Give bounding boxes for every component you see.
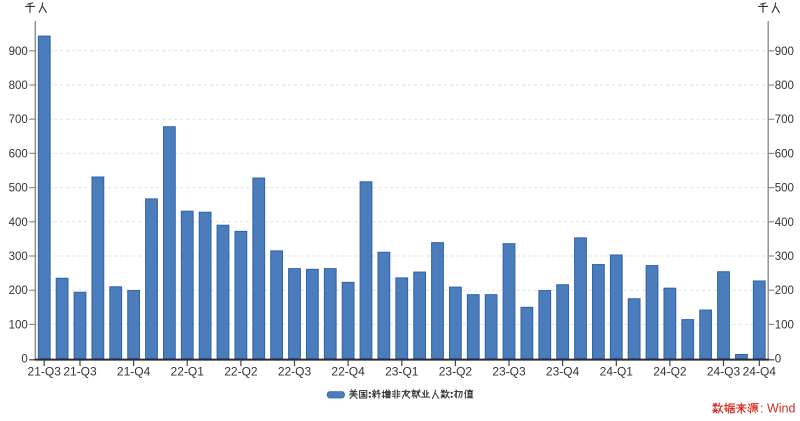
- svg-text:900: 900: [9, 46, 28, 58]
- svg-text:500: 500: [775, 183, 794, 195]
- svg-text:0: 0: [775, 354, 781, 366]
- svg-text:300: 300: [775, 251, 794, 263]
- svg-text:900: 900: [775, 46, 794, 58]
- svg-text:500: 500: [9, 183, 28, 195]
- svg-text:22-Q3: 22-Q3: [278, 365, 312, 379]
- svg-text:400: 400: [775, 217, 794, 229]
- svg-text:24-Q3: 24-Q3: [707, 365, 741, 379]
- svg-text:200: 200: [9, 285, 28, 297]
- svg-text:23-Q3: 23-Q3: [492, 365, 526, 379]
- svg-text:21-Q3: 21-Q3: [63, 365, 97, 379]
- svg-text:23-Q4: 23-Q4: [546, 365, 580, 379]
- svg-text:600: 600: [775, 148, 794, 160]
- svg-text:22-Q1: 22-Q1: [171, 365, 205, 379]
- svg-text:600: 600: [9, 148, 28, 160]
- svg-text:700: 700: [775, 114, 794, 126]
- svg-text:23-Q2: 23-Q2: [439, 365, 473, 379]
- svg-text:800: 800: [9, 80, 28, 92]
- svg-text:21-Q4: 21-Q4: [117, 365, 151, 379]
- svg-text:21-Q3: 21-Q3: [28, 365, 62, 379]
- svg-text:200: 200: [775, 285, 794, 297]
- svg-text:400: 400: [9, 217, 28, 229]
- svg-text:100: 100: [9, 319, 28, 331]
- svg-text:24-Q2: 24-Q2: [653, 365, 687, 379]
- svg-text:22-Q4: 22-Q4: [331, 365, 365, 379]
- svg-text:24-Q4: 24-Q4: [743, 365, 777, 379]
- svg-text:23-Q1: 23-Q1: [385, 365, 419, 379]
- svg-text:0: 0: [21, 354, 27, 366]
- svg-text:800: 800: [775, 80, 794, 92]
- svg-text:300: 300: [9, 251, 28, 263]
- svg-text:700: 700: [9, 114, 28, 126]
- svg-text:24-Q1: 24-Q1: [600, 365, 634, 379]
- svg-text:22-Q2: 22-Q2: [224, 365, 258, 379]
- svg-text:100: 100: [775, 319, 794, 331]
- svg-text:: Wind: : Wind: [760, 401, 795, 415]
